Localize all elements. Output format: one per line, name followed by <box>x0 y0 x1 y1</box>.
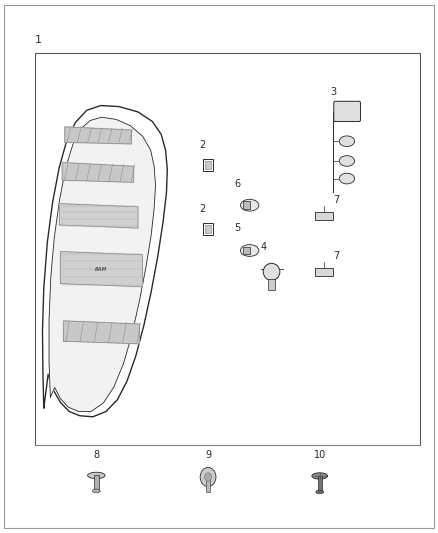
Circle shape <box>200 467 216 487</box>
Bar <box>315 268 333 276</box>
Text: 8: 8 <box>93 450 99 460</box>
Ellipse shape <box>240 245 259 256</box>
FancyBboxPatch shape <box>205 161 211 169</box>
Text: 2: 2 <box>200 204 206 214</box>
Ellipse shape <box>92 489 100 492</box>
Ellipse shape <box>240 199 259 211</box>
Ellipse shape <box>312 473 328 479</box>
Bar <box>315 212 333 220</box>
FancyBboxPatch shape <box>205 225 211 233</box>
Text: 6: 6 <box>234 179 240 189</box>
FancyBboxPatch shape <box>203 223 213 235</box>
Bar <box>206 476 210 492</box>
Ellipse shape <box>88 472 105 479</box>
Ellipse shape <box>263 263 280 280</box>
Text: RAM: RAM <box>95 266 108 272</box>
Polygon shape <box>49 117 155 411</box>
Text: 3: 3 <box>330 87 336 97</box>
Text: 10: 10 <box>314 450 326 460</box>
Text: 4: 4 <box>261 241 267 252</box>
Polygon shape <box>60 252 142 287</box>
Bar <box>94 475 99 491</box>
Text: 7: 7 <box>333 251 339 261</box>
Bar <box>35 53 420 445</box>
Polygon shape <box>42 106 167 417</box>
Ellipse shape <box>339 156 355 166</box>
Polygon shape <box>60 204 138 228</box>
Ellipse shape <box>316 490 324 494</box>
Text: 5: 5 <box>234 223 240 233</box>
Bar <box>318 476 322 492</box>
Ellipse shape <box>339 136 355 147</box>
Circle shape <box>205 473 212 481</box>
Polygon shape <box>62 163 134 182</box>
Bar <box>243 201 250 209</box>
Text: 2: 2 <box>200 140 206 150</box>
Bar <box>243 247 250 254</box>
FancyBboxPatch shape <box>203 159 213 171</box>
Text: 1: 1 <box>35 35 42 45</box>
Bar <box>268 279 275 290</box>
FancyBboxPatch shape <box>334 101 360 122</box>
Polygon shape <box>64 321 139 344</box>
Polygon shape <box>65 127 131 144</box>
Ellipse shape <box>339 173 355 184</box>
Text: 9: 9 <box>205 450 211 460</box>
Text: 7: 7 <box>333 195 339 205</box>
